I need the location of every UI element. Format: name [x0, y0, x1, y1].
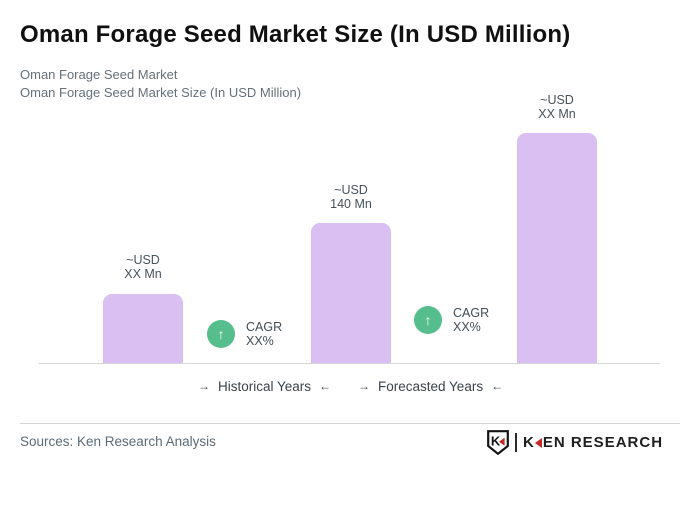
cagr-label: CAGR XX%: [453, 306, 490, 334]
svg-text:K: K: [491, 434, 501, 449]
growth-up-arrow-icon: ↑: [414, 306, 442, 334]
bar-value-label: ~USD 140 Mn: [330, 183, 372, 211]
cagr-label: CAGR XX%: [246, 320, 283, 348]
axis-group-label: Forecasted Years: [378, 379, 484, 394]
bar-value-label: ~USD XX Mn: [124, 253, 162, 281]
ken-research-shield-icon: K: [487, 430, 509, 455]
bar-value-label: ~USD XX Mn: [538, 93, 576, 121]
right-arrow-icon: →: [358, 379, 370, 393]
cagr-badge: ↑ CAGR XX%: [414, 306, 489, 334]
brand-wordmark: K EN RESEARCH: [523, 434, 664, 451]
bar: [517, 133, 597, 363]
cagr-badge: ↑ CAGR XX%: [207, 320, 282, 348]
ken-research-logo: K K EN RESEARCH: [487, 430, 663, 455]
chart-subtitle: Oman Forage Seed Market Oman Forage Seed…: [20, 66, 301, 102]
axis-group-forecasted: → Forecasted Years ←: [358, 379, 503, 394]
subtitle-line-1: Oman Forage Seed Market: [20, 67, 178, 82]
left-arrow-icon: ←: [491, 379, 504, 393]
bar: [103, 294, 183, 363]
axis-group-label: Historical Years: [218, 379, 312, 394]
subtitle-line-2: Oman Forage Seed Market Size (In USD Mil…: [20, 85, 302, 100]
shield-red-triangle: [499, 437, 505, 446]
sources-note: Sources: Ken Research Analysis: [20, 434, 216, 449]
logo-separator: [515, 433, 517, 452]
page-title: Oman Forage Seed Market Size (In USD Mil…: [20, 21, 571, 48]
x-axis-line: [39, 363, 660, 364]
right-arrow-icon: →: [198, 379, 210, 393]
left-arrow-icon: ←: [319, 379, 332, 393]
bar: [311, 223, 391, 363]
brand-red-triangle-icon: [534, 438, 542, 448]
axis-group-historical: → Historical Years ←: [198, 379, 331, 394]
footer-divider: [20, 423, 680, 424]
growth-up-arrow-icon: ↑: [207, 320, 235, 348]
